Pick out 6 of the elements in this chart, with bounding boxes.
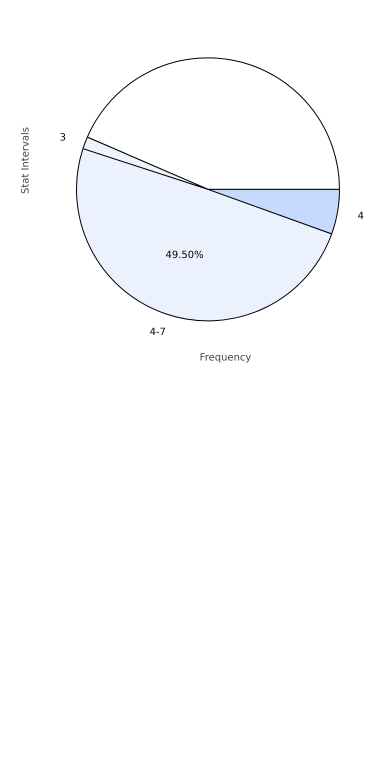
- text: Frequency: [200, 352, 252, 364]
- slice-label: 4: [358, 211, 364, 222]
- text: Stat Intervals: [20, 126, 32, 194]
- slice-label: 3: [60, 132, 66, 144]
- data-label: 49.50%: [166, 250, 204, 261]
- slice-label: 4-7: [150, 326, 166, 338]
